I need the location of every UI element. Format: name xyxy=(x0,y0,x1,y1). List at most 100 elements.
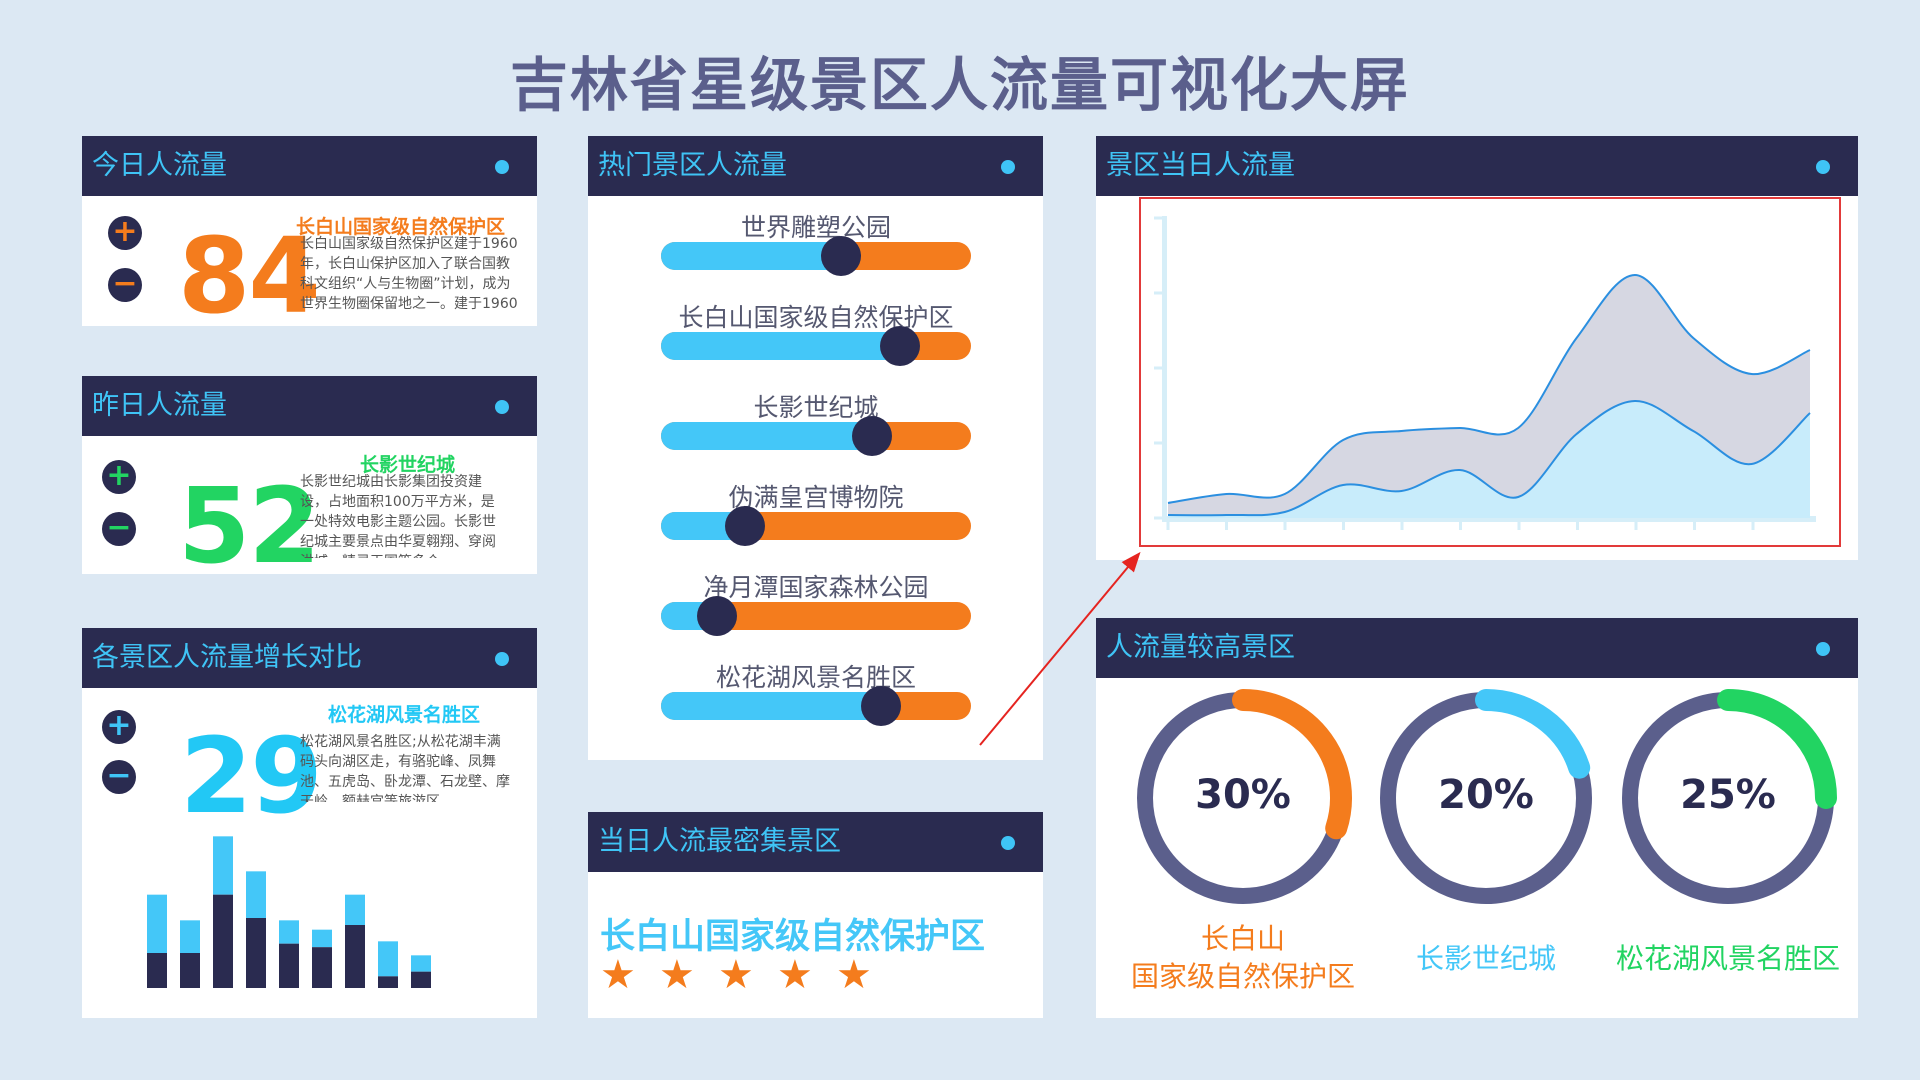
status-dot-icon xyxy=(1001,160,1015,174)
growth-bar-top xyxy=(213,836,233,895)
hot-panel-header: 热门景区人流量 xyxy=(588,136,1043,196)
star-icon: ★ xyxy=(659,952,695,998)
hot-item-label: 长影世纪城 xyxy=(753,393,879,422)
yesterday-spot-desc: 长影世纪城由长影集团投资建设，占地面积100万平方米，是一处特效电影主题公园。长… xyxy=(300,474,496,558)
hot-panel-title: 热门景区人流量 xyxy=(598,150,787,181)
growth-bar-top xyxy=(345,894,365,925)
growth-bar-top xyxy=(246,871,266,918)
growth-bar-base xyxy=(246,918,266,988)
densest-spot-name: 长白山国家级自然保护区 xyxy=(600,917,986,957)
star-icon: ★ xyxy=(777,952,813,998)
ring-label-line1: 长白山 xyxy=(1200,922,1285,955)
star-icon: ★ xyxy=(600,952,636,998)
growth-panel-title: 各景区人流量增长对比 xyxy=(92,642,362,673)
hot-item-slider[interactable] xyxy=(661,692,971,720)
ring-percent: 20% xyxy=(1438,772,1534,818)
slider-knob[interactable] xyxy=(851,416,892,456)
slider-fill xyxy=(661,422,872,450)
growth-bar-base xyxy=(312,947,332,988)
area-series-line xyxy=(1167,273,1811,504)
hot-item-slider[interactable] xyxy=(661,242,971,270)
decrease-button[interactable]: − xyxy=(108,268,142,302)
status-dot-icon xyxy=(495,400,509,414)
slider-fill xyxy=(661,692,882,720)
slider-knob[interactable] xyxy=(696,596,737,636)
chart-frame xyxy=(1139,197,1841,547)
today-spot-name: 长白山国家级自然保护区 xyxy=(296,216,506,238)
area-series-fill xyxy=(1168,400,1810,518)
growth-bar-base xyxy=(147,953,167,988)
ring-percent: 25% xyxy=(1680,772,1776,818)
daily-panel: 景区当日人流量 xyxy=(1096,136,1858,560)
hot-item-label: 世界雕塑公园 xyxy=(740,213,891,242)
increase-button[interactable]: + xyxy=(102,460,136,494)
growth-bar-base xyxy=(378,976,398,988)
dashboard-title: 吉林省星级景区人流量可视化大屏 xyxy=(509,51,1410,119)
today-count: 84 xyxy=(178,215,321,337)
status-dot-icon xyxy=(1816,160,1830,174)
growth-spot-name: 松花湖风景名胜区 xyxy=(328,704,481,726)
hot-item-slider[interactable] xyxy=(661,332,971,360)
high-panel: 人流量较高景区 30% 长白山国家级自然保护区 20% 长影世纪城 25% 松花湖风景名胜… xyxy=(1096,618,1858,1018)
ring-label: 长白山国家级自然保护区 xyxy=(1118,920,1368,996)
yesterday-panel-title: 昨日人流量 xyxy=(92,390,227,421)
hot-item-label: 伪满皇宫博物院 xyxy=(728,483,904,512)
decrease-button[interactable]: − xyxy=(102,760,136,794)
growth-bar-base xyxy=(411,971,431,988)
hot-item-label: 长白山国家级自然保护区 xyxy=(678,303,954,332)
growth-bar-top xyxy=(180,920,200,953)
growth-bar-top xyxy=(279,920,299,944)
growth-bar-top xyxy=(147,894,167,953)
increase-button[interactable]: + xyxy=(102,710,136,744)
area-series-line xyxy=(1167,399,1811,517)
status-dot-icon xyxy=(1816,642,1830,656)
slider-knob[interactable] xyxy=(820,236,861,276)
growth-panel: 各景区人流量增长对比 + − 29 松花湖风景名胜区 松花湖风景名胜区;从松花湖… xyxy=(82,628,537,1018)
yesterday-panel-header: 昨日人流量 xyxy=(82,376,537,436)
decrease-button[interactable]: − xyxy=(102,512,136,546)
ring-progress-arc xyxy=(1232,689,1352,840)
hot-panel: 热门景区人流量 世界雕塑公园长白山国家级自然保护区 长影世纪城伪满皇宫博物院 净月潭… xyxy=(588,136,1043,760)
yesterday-spot-name: 长影世纪城 xyxy=(360,454,456,476)
today-panel-header: 今日人流量 xyxy=(82,136,537,196)
ring-percent: 30% xyxy=(1195,772,1291,818)
yesterday-count: 52 xyxy=(178,465,321,587)
growth-bar-base xyxy=(279,943,299,988)
yesterday-panel: 昨日人流量 + − 52 长影世纪城 长影世纪城由长影集团投资建设，占地面积10… xyxy=(82,376,537,578)
ring-label: 长影世纪城 xyxy=(1415,942,1556,975)
status-dot-icon xyxy=(1001,836,1015,850)
status-dot-icon xyxy=(495,160,509,174)
hot-item-label: 松花湖风景名胜区 xyxy=(715,663,916,692)
ring-label-line2: 国家级自然保护区 xyxy=(1130,960,1355,993)
x-axis xyxy=(1162,516,1816,522)
densest-panel-title: 当日人流最密集景区 xyxy=(598,826,841,857)
hot-item-slider[interactable] xyxy=(661,512,971,540)
status-dot-icon xyxy=(495,652,509,666)
ring-progress-arc xyxy=(1475,689,1591,779)
hot-item-label: 净月潭国家森林公园 xyxy=(703,573,929,602)
ring-label: 松花湖风景名胜区 xyxy=(1615,942,1840,975)
growth-count: 29 xyxy=(180,715,323,837)
growth-bar-chart xyxy=(147,836,431,988)
slider-knob[interactable] xyxy=(879,326,920,366)
today-panel-title: 今日人流量 xyxy=(92,150,227,181)
ring-progress-arc xyxy=(1717,689,1837,809)
densest-panel-header: 当日人流最密集景区 xyxy=(588,812,1043,872)
slider-fill xyxy=(661,242,841,270)
growth-bar-base xyxy=(180,953,200,988)
slider-knob[interactable] xyxy=(861,686,902,726)
today-spot-desc: 长白山国家级自然保护区建于1960年，长白山保护区加入了联合国教科文组织“人与生… xyxy=(300,236,518,312)
hot-item-slider[interactable] xyxy=(661,422,971,450)
growth-bar-base xyxy=(345,925,365,988)
growth-bar-top xyxy=(312,929,332,948)
daily-panel-header: 景区当日人流量 xyxy=(1096,136,1858,196)
slider-knob[interactable] xyxy=(724,506,765,546)
growth-bar-top xyxy=(411,955,431,972)
growth-bar-base xyxy=(213,894,233,988)
growth-spot-desc: 松花湖风景名胜区;从松花湖丰满码头向湖区走，有骆驼峰、凤舞池、五虎岛、卧龙潭、石… xyxy=(300,734,510,802)
increase-button[interactable]: + xyxy=(108,216,142,250)
daily-area-chart xyxy=(1139,197,1841,547)
high-panel-header: 人流量较高景区 xyxy=(1096,618,1858,678)
densest-panel: 当日人流最密集景区 长白山国家级自然保护区 ★ ★ ★ ★ ★ xyxy=(588,812,1043,1018)
star-icon: ★ xyxy=(718,952,754,998)
